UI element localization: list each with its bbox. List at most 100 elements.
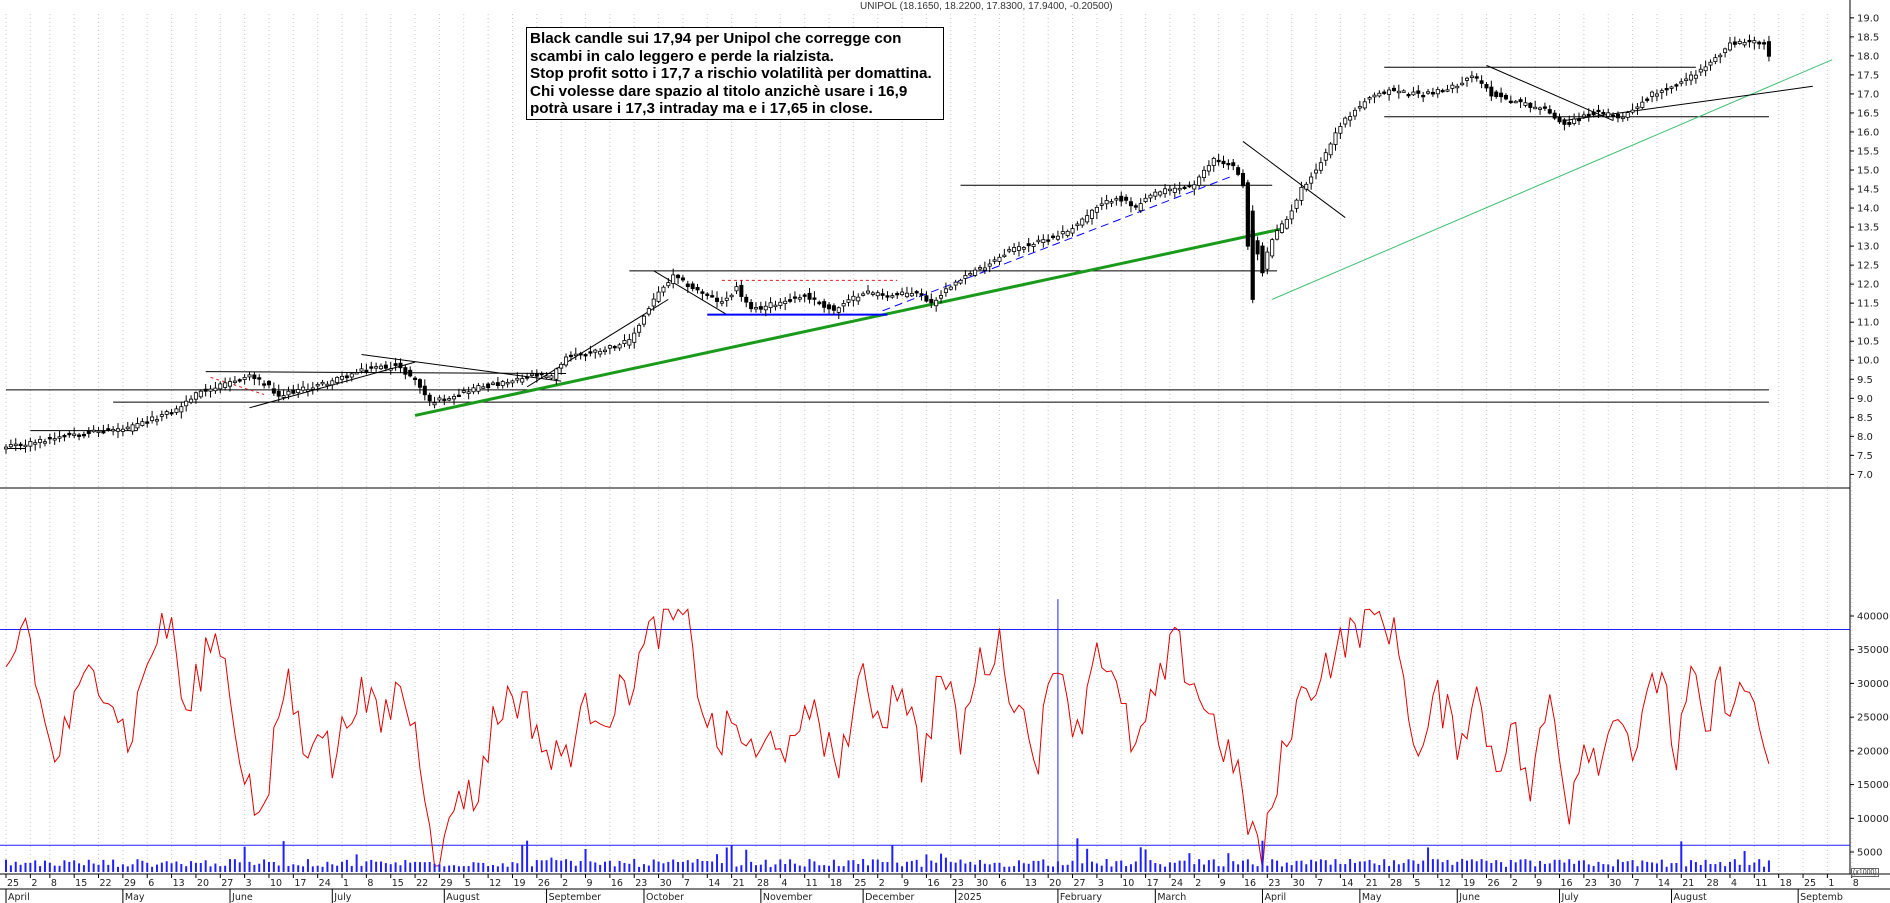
- candle-body: [1016, 246, 1021, 251]
- candle-body: [749, 302, 754, 310]
- candle-body: [1396, 90, 1401, 94]
- candle-body: [349, 373, 354, 378]
- volume-bar: [1431, 859, 1434, 872]
- volume-bar: [1767, 860, 1770, 872]
- date-tick-label: 3: [1098, 878, 1104, 889]
- volume-bar: [745, 849, 748, 872]
- date-axis: 25 2 8 15 22 29 6 13 20 27 3 10 17 24 1 8 15 22 29 5 12 19 26 2…: [0, 874, 1890, 903]
- volume-bar: [1490, 862, 1493, 872]
- candle-body: [607, 345, 612, 349]
- volume-bar: [1568, 859, 1571, 872]
- volume-bar: [267, 861, 270, 872]
- date-tick-label: 20: [1049, 878, 1061, 889]
- date-tick-label: 30: [660, 878, 672, 889]
- candle-body: [52, 438, 57, 441]
- date-tick-label: 18: [830, 878, 842, 889]
- candle-body: [1406, 93, 1411, 97]
- candle-body: [184, 400, 189, 407]
- candle-body: [593, 349, 598, 353]
- candle-body: [1640, 101, 1645, 108]
- price-tick-label: 18.5: [1857, 32, 1879, 43]
- volume-bar: [779, 859, 782, 872]
- volume-bar: [233, 859, 236, 872]
- volume-bar: [1602, 864, 1605, 872]
- volume-bar: [1407, 859, 1410, 872]
- volume-bar: [1514, 862, 1517, 872]
- price-tick-label: 12.5: [1857, 261, 1879, 272]
- volume-bar: [131, 864, 134, 872]
- volume-bar: [1743, 851, 1746, 872]
- date-tick-label: 16: [611, 878, 623, 889]
- volume-bar: [394, 862, 397, 872]
- candle-body: [987, 263, 992, 267]
- candle-body: [96, 430, 101, 434]
- date-tick-label: 26: [538, 878, 550, 889]
- candle-body: [1538, 107, 1543, 110]
- candle-body: [958, 279, 963, 284]
- candle-body: [1508, 100, 1513, 104]
- volume-bar: [1461, 859, 1464, 872]
- candle-body: [1031, 243, 1036, 247]
- volume-bar: [1203, 864, 1206, 872]
- volume-bar: [789, 859, 792, 872]
- candle-body: [836, 307, 841, 313]
- volume-bar: [1524, 859, 1527, 872]
- candle-body: [1362, 101, 1367, 109]
- volume-bar: [1417, 863, 1420, 872]
- candle-body: [1119, 195, 1124, 202]
- candle-body: [1484, 84, 1489, 89]
- volume-bar: [798, 865, 801, 872]
- candle-body: [91, 429, 96, 433]
- candle-body: [1377, 92, 1382, 97]
- volume-bar: [730, 845, 733, 872]
- candle-body: [1615, 113, 1620, 119]
- candle-body: [403, 367, 408, 375]
- date-tick-label: 25: [7, 878, 19, 889]
- date-tick-label: 23: [1585, 878, 1597, 889]
- candle-body: [846, 299, 851, 303]
- volume-bar: [1115, 861, 1118, 872]
- candle-body: [354, 372, 359, 375]
- volume-bar: [1636, 866, 1639, 872]
- candle-body: [476, 385, 481, 392]
- volume-bar: [901, 866, 904, 872]
- candle-body: [189, 398, 194, 403]
- candle-body: [880, 293, 885, 296]
- volume-bar: [910, 860, 913, 872]
- volume-bar: [983, 863, 986, 872]
- trendline: [526, 298, 669, 388]
- volume-bar: [988, 864, 991, 872]
- candle-body: [744, 296, 749, 303]
- candle-body: [968, 273, 973, 276]
- volume-bar: [58, 865, 61, 872]
- volume-bar: [716, 854, 719, 872]
- volume-bar: [642, 864, 645, 872]
- date-tick-label: 10: [1122, 878, 1134, 889]
- volume-bar: [1578, 860, 1581, 872]
- candle-body: [1085, 215, 1090, 223]
- volume-bar: [146, 862, 149, 872]
- volume-bar: [287, 865, 290, 872]
- volume-bar: [691, 862, 694, 872]
- date-tick-label: 15: [75, 878, 87, 889]
- volume-bar: [117, 866, 120, 872]
- candle-body: [729, 294, 734, 298]
- volume-bar: [9, 865, 12, 872]
- candle-body: [1689, 74, 1694, 81]
- volume-bar: [1558, 859, 1561, 872]
- date-tick-label: 7: [1634, 878, 1640, 889]
- candle-body: [646, 308, 651, 315]
- candle-body: [807, 292, 812, 300]
- candle-body: [934, 299, 939, 307]
- candle-body: [145, 421, 150, 424]
- month-label: February: [1060, 892, 1102, 903]
- candle-body: [568, 354, 573, 358]
- volume-bar: [1256, 866, 1259, 872]
- candle-body: [588, 351, 593, 354]
- volume-bar: [277, 865, 280, 872]
- candle-body: [1202, 169, 1207, 178]
- volume-bar: [535, 860, 538, 872]
- volume-oscillator: [5, 608, 1770, 869]
- volume-bar: [399, 865, 402, 872]
- volume-bar: [1290, 865, 1293, 872]
